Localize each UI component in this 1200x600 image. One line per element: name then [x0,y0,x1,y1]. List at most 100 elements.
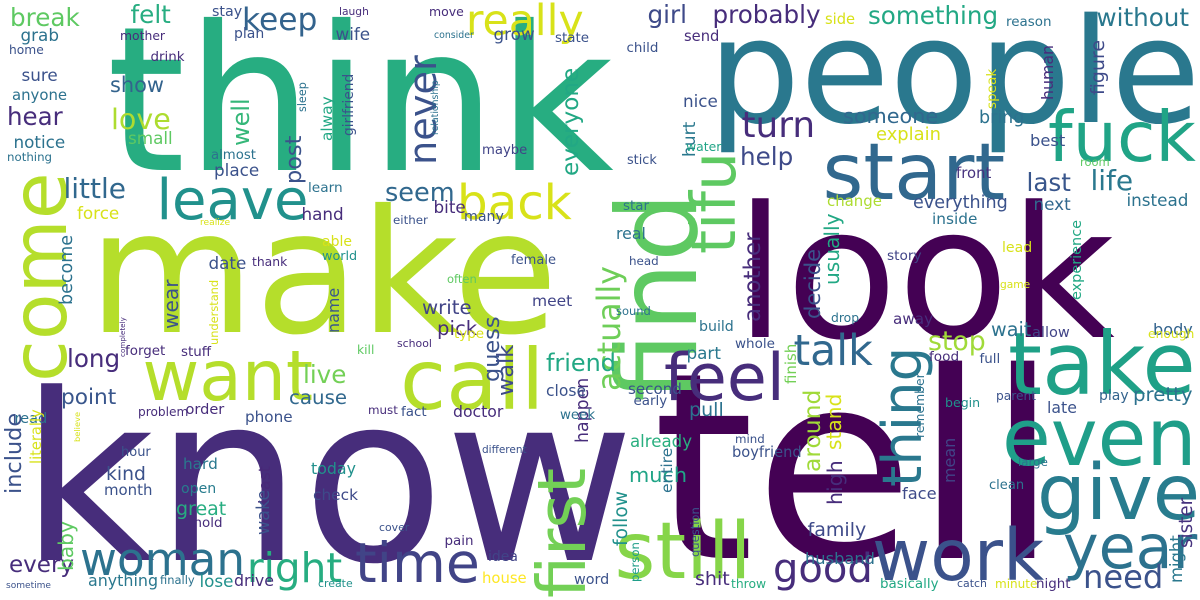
word-food: food [929,348,960,365]
word-long: long [67,343,121,373]
word-sleep: sleep [295,82,309,112]
word-remember: remember [912,373,927,438]
word-leave: leave [156,168,309,233]
word-good: good [773,546,873,592]
word-night: night [1036,576,1071,592]
word-point: point [61,384,117,410]
word-want: want [142,336,314,417]
word-cover: cover [379,520,410,534]
word-change: change [827,191,882,210]
word-away: away [893,309,934,328]
word-real: real [616,223,646,243]
word-nothing: nothing [7,149,53,164]
word-thank: thank [252,255,288,269]
word-wake: wake [253,489,274,535]
word-either: either [393,212,428,227]
word-tifu: tifu [677,151,750,254]
word-right: right [247,543,343,592]
word-understand: understand [206,279,221,345]
word-world: world [322,249,358,264]
word-side: side [825,10,856,28]
word-wear: wear [159,278,183,329]
word-start: start [822,127,1006,218]
word-move: move [429,4,464,19]
word-play: play [1099,387,1129,404]
word-notice: notice [13,132,66,152]
word-show: show [110,72,164,97]
word-believe: believe [72,411,82,442]
word-turn: turn [741,105,816,146]
word-sound: sound [616,303,651,318]
word-stop: stop [928,325,986,357]
word-inside: inside [932,209,978,228]
word-look: look [735,167,1115,381]
word-enough: enough [1148,326,1195,341]
word-follow: follow [610,490,632,546]
word-late: late [1047,397,1077,417]
word-type: type [454,326,485,342]
word-stuff: stuff [181,344,212,360]
word-close: close [546,381,587,400]
word-anyone: anyone [12,86,68,104]
word-week: week [560,408,596,423]
word-force: force [77,203,120,223]
word-make: make [88,173,559,373]
word-send: send [684,28,720,45]
word-sometime: sometime [6,580,51,591]
word-question: question [688,507,702,557]
word-felt: felt [130,0,171,29]
word-much: much [629,463,688,487]
word-year: year [1063,512,1198,583]
word-girlfriend: girlfriend [341,73,357,136]
word-love: love [111,102,171,136]
word-early: early [633,393,668,409]
word-wife: wife [335,24,371,44]
word-realize: realize [200,218,231,228]
word-give: give [1037,448,1200,538]
word-people: people [708,0,1200,157]
word-call: call [400,330,545,429]
word-already: already [630,432,693,451]
word-full: full [979,351,1001,367]
word-learn: learn [308,179,343,196]
word-house: house [482,570,527,587]
word-star: star [623,198,650,214]
word-today: today [311,459,356,478]
word-time: time [355,531,480,596]
word-consider: consider [434,29,474,41]
word-live: live [303,359,347,389]
word-pull: pull [689,398,724,421]
word-pretty: pretty [1133,383,1193,406]
word-state: state [555,30,590,46]
word-maybe: maybe [482,142,528,158]
word-break: break [10,2,80,32]
word-order: order [185,401,225,418]
word-figure: figure [1086,40,1109,95]
word-catch: catch [957,577,987,590]
word-meet: meet [532,292,573,310]
word-bite: bite [433,197,466,217]
word-mind: mind [735,431,765,446]
word-alway: alway [318,96,336,141]
word-child: child [626,40,659,56]
word-something: something [868,1,999,30]
word-sister: sister [1176,497,1197,548]
word-back: back [457,175,572,231]
word-human: human [1038,44,1057,100]
word-allow: allow [1032,324,1070,341]
word-next: next [1033,194,1071,214]
word-usually: usually [820,213,844,285]
word-speak: speak [984,68,1000,109]
word-head: head [629,253,659,268]
word-husband: husband [805,548,875,568]
word-lead: lead [1002,239,1033,256]
word-plan: plan [234,25,265,42]
word-begin: begin [945,395,981,410]
word-build: build [699,318,734,335]
word-entire: entire [658,447,676,493]
word-home: home [9,42,44,57]
word-female: female [511,252,556,268]
word-post: post [281,135,307,184]
word-explain: explain [876,124,941,145]
